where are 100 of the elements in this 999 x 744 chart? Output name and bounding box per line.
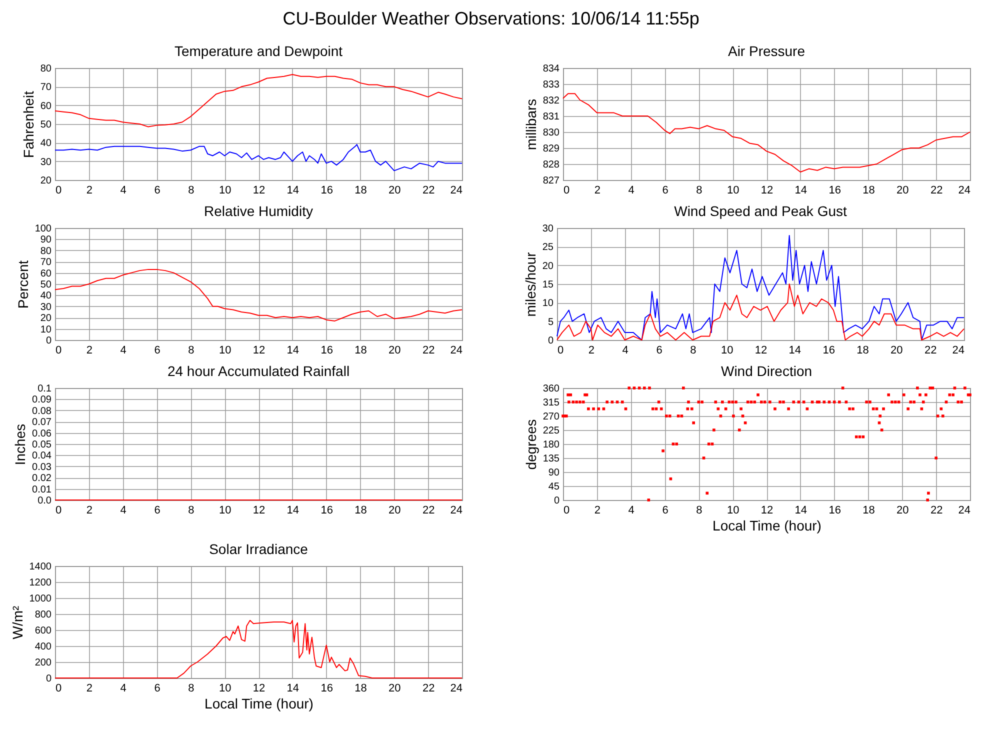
x-tick-label: 16: [828, 504, 841, 516]
x-tick-label: 14: [286, 504, 300, 516]
y-axis-title: degrees: [522, 419, 539, 470]
x-tick-label: 16: [320, 184, 333, 196]
x-tick-label: 8: [696, 504, 702, 516]
y-tick-label: 0.04: [32, 450, 52, 462]
y-tick-label: 1000: [29, 594, 52, 604]
y-tick-label: 832: [542, 96, 560, 106]
y-tick-label: 60: [40, 100, 52, 112]
y-tick-label: 135: [542, 454, 560, 464]
x-tick-label: 6: [154, 344, 160, 356]
y-tick-label: 80: [40, 64, 52, 74]
x-tick-label: 24: [958, 504, 970, 516]
x-tick-label: 20: [896, 504, 909, 516]
x-tick-label: 22: [924, 344, 937, 356]
x-tick-label: 12: [252, 504, 266, 516]
x-tick-label: 10: [218, 504, 232, 516]
y-tick-label: 830: [542, 128, 560, 138]
y-tick-label: 30: [40, 156, 52, 168]
y-tick-label: 600: [34, 626, 52, 636]
y-tick-label: 20: [542, 260, 554, 272]
x-tick-label: 16: [828, 184, 841, 196]
x-tick-label: 10: [218, 344, 232, 356]
x-tick-label: 2: [86, 344, 92, 356]
x-tick-label: 4: [120, 344, 126, 356]
x-tick-label: 10: [218, 184, 232, 196]
y-tick-label: 30: [40, 302, 52, 313]
x-tick-label: 12: [252, 344, 266, 356]
y-tick-label: 180: [542, 440, 560, 450]
x-tick-label: 10: [726, 184, 740, 196]
x-tick-label: 24: [450, 184, 462, 196]
x-tick-label: 8: [188, 682, 194, 694]
chart-title: Air Pressure: [728, 43, 806, 59]
y-tick-label: 360: [542, 384, 560, 394]
y-tick-label: 0.06: [32, 428, 52, 440]
y-tick-label: 40: [40, 138, 52, 150]
x-tick-label: 2: [86, 682, 92, 694]
y-axis-title: Inches: [12, 424, 28, 466]
y-tick-label: 829: [542, 144, 560, 154]
x-tick-label: 2: [86, 184, 92, 196]
x-tick-label: 20: [388, 344, 401, 356]
y-tick-label: 1400: [29, 562, 52, 572]
x-tick-label: 8: [188, 184, 194, 196]
y-tick-label: 0.09: [32, 394, 52, 406]
x-tick-label: 22: [930, 504, 943, 516]
y-tick-label: 315: [542, 398, 560, 408]
x-tick-label: 0: [56, 184, 62, 196]
chart-title: 24 hour Accumulated Rainfall: [167, 363, 350, 379]
x-tick-label: 14: [788, 344, 802, 356]
x-tick-label: 6: [154, 682, 160, 694]
x-tick-label: 14: [286, 344, 300, 356]
y-tick-label: 0.08: [32, 406, 52, 417]
y-tick-label: 0.01: [32, 484, 52, 496]
y-tick-label: 1200: [29, 578, 52, 588]
y-axis-title: Percent: [14, 260, 31, 309]
chart-title: Temperature and Dewpoint: [174, 43, 343, 59]
x-tick-label: 18: [354, 682, 367, 694]
y-tick-label: 30: [542, 224, 554, 234]
y-tick-label: 0: [46, 674, 52, 684]
x-tick-label: 16: [822, 344, 835, 356]
x-tick-label: 8: [188, 344, 194, 356]
y-tick-label: 10: [40, 324, 52, 336]
x-tick-label: 12: [760, 184, 774, 196]
chart-title: Wind Speed and Peak Gust: [674, 203, 847, 219]
x-tick-label: 14: [286, 682, 300, 694]
x-axis-title: Local Time (hour): [204, 696, 314, 712]
x-tick-label: 2: [588, 344, 594, 356]
x-tick-label: 18: [862, 184, 875, 196]
x-tick-label: 6: [154, 184, 160, 196]
x-tick-label: 4: [120, 504, 126, 516]
x-tick-label: 22: [422, 344, 435, 356]
y-tick-label: 20: [40, 313, 52, 324]
x-tick-label: 14: [286, 184, 300, 196]
x-tick-label: 10: [720, 344, 734, 356]
x-tick-label: 18: [354, 184, 367, 196]
x-tick-label: 24: [450, 344, 462, 356]
y-tick-label: 400: [34, 642, 52, 652]
y-tick-label: 60: [40, 268, 52, 280]
y-tick-label: 40: [40, 290, 52, 302]
x-tick-label: 6: [662, 184, 668, 196]
chart-title: Solar Irradiance: [209, 541, 308, 557]
y-tick-label: 833: [542, 80, 560, 90]
x-tick-label: 18: [354, 344, 367, 356]
y-tick-label: 0: [554, 496, 560, 506]
x-tick-label: 0: [56, 344, 62, 356]
y-tick-label: 90: [40, 234, 52, 246]
x-tick-label: 10: [218, 682, 232, 694]
x-tick-label: 4: [628, 184, 634, 196]
y-tick-label: 20: [40, 176, 52, 186]
x-tick-label: 6: [662, 504, 668, 516]
y-tick-label: 15: [542, 280, 554, 290]
x-tick-label: 16: [320, 504, 333, 516]
y-tick-label: 0.05: [32, 440, 52, 450]
x-tick-label: 18: [354, 504, 367, 516]
x-tick-label: 0: [56, 504, 62, 516]
x-tick-label: 20: [388, 682, 401, 694]
x-tick-label: 4: [628, 504, 634, 516]
x-tick-label: 2: [86, 504, 92, 516]
x-tick-label: 24: [958, 184, 970, 196]
x-tick-label: 18: [856, 344, 869, 356]
